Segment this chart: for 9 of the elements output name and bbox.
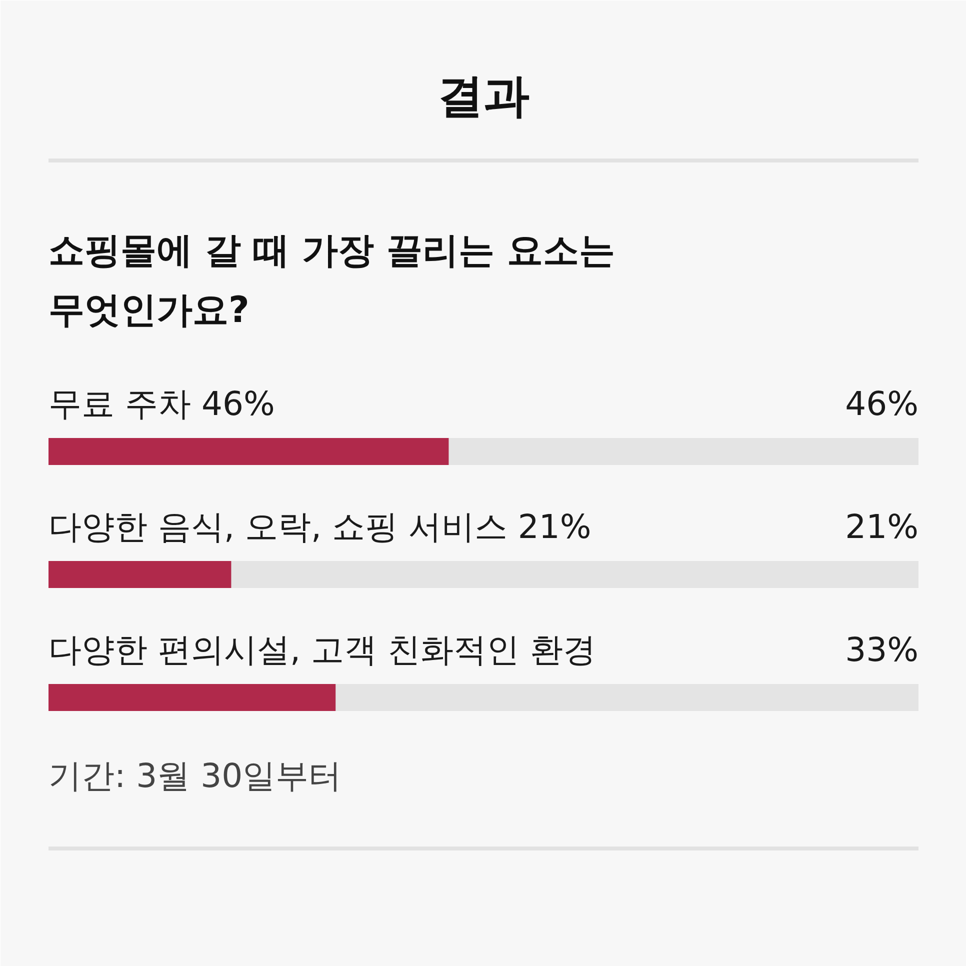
chart-subtitle: 쇼핑몰에 갈 때 가장 끌리는 요소는 무엇인가요? <box>48 230 616 331</box>
chart-title: 결과 <box>438 68 530 122</box>
y-tick-label: 다양한 편의시설, 고객 친화적인 환경 <box>48 630 596 669</box>
data-label: 46% <box>845 384 919 423</box>
data-label: 21% <box>845 507 919 546</box>
y-tick-label: 다양한 음식, 오락, 쇼핑 서비스 21% <box>48 507 592 546</box>
data-label: 33% <box>845 630 919 669</box>
text: 기간: 3월 30일부터 <box>48 756 342 795</box>
y-tick-label: 무료 주차 46% <box>48 384 275 423</box>
